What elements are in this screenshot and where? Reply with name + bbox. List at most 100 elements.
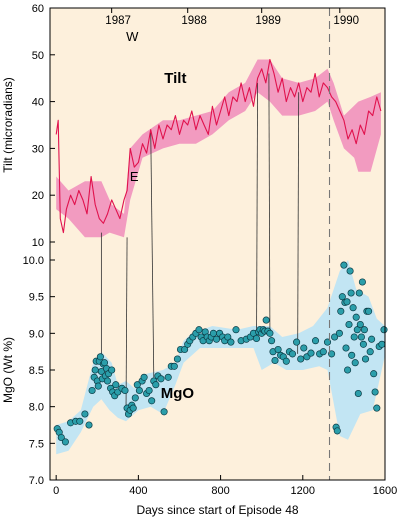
year-label: 1990 [333, 15, 359, 27]
mgo-data-point [352, 313, 360, 321]
mgo-data-point [170, 362, 178, 370]
y-tick-label-mgo: 7.5 [29, 438, 44, 450]
mgo-data-point [100, 359, 109, 367]
mgo-data-point [97, 367, 105, 376]
mgo-data-point [108, 366, 116, 374]
mgo-data-point [129, 404, 137, 412]
correlation-connector-line [268, 73, 271, 334]
mgo-data-point [152, 381, 160, 389]
correlation-connector-line [256, 82, 258, 338]
correlation-connector-line [150, 129, 155, 378]
mgo-data-point [76, 417, 84, 425]
mgo-data-point [358, 278, 366, 286]
y-axis-title-mgo: MgO (Wt %) [1, 337, 15, 403]
mgo-data-point [293, 338, 301, 346]
mgo-data-point [224, 333, 232, 341]
year-label: 1987 [105, 15, 131, 27]
tilt-series-line [55, 58, 382, 234]
mgo-data-point [140, 373, 148, 381]
mgo-data-point [347, 289, 355, 297]
correlation-connector-line [125, 237, 128, 407]
mgo-data-point [135, 386, 143, 395]
mgo-data-point [262, 316, 270, 324]
mgo-data-point [349, 304, 357, 312]
mgo-data-point [335, 329, 343, 337]
mgo-data-point [343, 298, 351, 306]
y-tick-label-tilt: 30 [32, 143, 44, 155]
mgo-data-point [91, 366, 99, 374]
mgo-data-point [351, 359, 359, 367]
mgo-data-point [268, 337, 276, 345]
mgo-data-point [338, 293, 346, 301]
mgo-data-point [370, 370, 378, 378]
mgo-data-point [319, 348, 327, 356]
mgo-data-point [333, 427, 341, 435]
mgo-data-point [173, 355, 181, 363]
y-tick-label-tilt: 40 [32, 97, 44, 109]
mgo-data-point [274, 345, 282, 354]
mgo-data-point [359, 340, 367, 348]
tilt-series-label: Tilt [164, 70, 186, 87]
x-tick-label: 400 [129, 485, 147, 497]
x-tick-label: 800 [211, 485, 229, 497]
mgo-data-point [307, 349, 315, 357]
mgo-data-point [371, 388, 379, 396]
mgo-data-point [57, 433, 65, 442]
mgo-data-point [378, 340, 386, 348]
mgo-data-point [342, 344, 350, 352]
mgo-data-point [311, 337, 320, 345]
plot-background [50, 8, 385, 480]
mgo-data-point [85, 421, 93, 429]
mgo-data-point [157, 375, 165, 383]
y-tick-label-tilt: 10 [32, 237, 44, 249]
mgo-data-point [345, 320, 353, 329]
mgo-data-point [160, 408, 168, 416]
y-tick-label-mgo: 7.0 [29, 475, 44, 487]
mgo-data-point [350, 333, 358, 341]
mgo-data-point [145, 386, 153, 395]
mgo-series-label: MgO [161, 385, 195, 402]
x-axis-title: Days since start of Episode 48 [136, 503, 298, 517]
tilt-envelope-band [56, 59, 381, 238]
mgo-data-point [121, 386, 129, 395]
x-tick-label: 1200 [291, 485, 315, 497]
mgo-data-point [340, 261, 348, 269]
mgo-data-point [227, 338, 235, 346]
year-label: 1989 [255, 15, 281, 27]
mgo-data-point [354, 389, 362, 398]
mgo-data-point [131, 394, 139, 402]
mgo-data-point [112, 381, 120, 389]
mgo-data-point [380, 326, 388, 334]
mgo-data-point [360, 326, 368, 334]
mgo-data-point [297, 355, 305, 363]
year-label: 1988 [181, 15, 207, 27]
mgo-data-point [94, 382, 102, 390]
x-tick-label: 0 [53, 485, 59, 497]
x-tick-label: 1600 [373, 485, 397, 497]
mgo-envelope-band [56, 260, 385, 455]
y-tick-label-tilt: 60 [32, 3, 44, 15]
mgo-data-point [344, 366, 352, 374]
correlation-connector-line [297, 92, 300, 354]
y-tick-label-mgo: 10.0 [23, 255, 44, 267]
mgo-data-point [373, 404, 381, 412]
mgo-data-point [361, 355, 370, 363]
mgo-data-point [365, 307, 373, 315]
mgo-data-point [181, 345, 189, 354]
mgo-data-point [353, 326, 361, 334]
mgo-data-point [331, 333, 339, 341]
mgo-data-point [96, 353, 104, 361]
mgo-data-point [232, 326, 240, 334]
mgo-data-point [209, 329, 217, 337]
mgo-data-point [356, 320, 364, 329]
mgo-data-point [61, 438, 69, 446]
y-tick-label-mgo: 9.0 [29, 328, 44, 340]
annotation-w: W [126, 29, 139, 44]
y-tick-label-mgo: 8.5 [29, 365, 44, 377]
mgo-data-point [164, 373, 172, 381]
mgo-data-point [103, 377, 112, 385]
mgo-data-point [212, 335, 221, 343]
mgo-data-point [337, 307, 345, 315]
y-axis-title-tilt: Tilt (microradians) [1, 77, 15, 173]
